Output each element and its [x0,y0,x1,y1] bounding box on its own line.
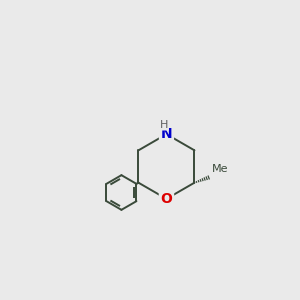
Text: O: O [160,192,172,206]
Text: H: H [160,120,168,130]
Text: Me: Me [212,164,228,174]
Text: N: N [160,127,172,141]
